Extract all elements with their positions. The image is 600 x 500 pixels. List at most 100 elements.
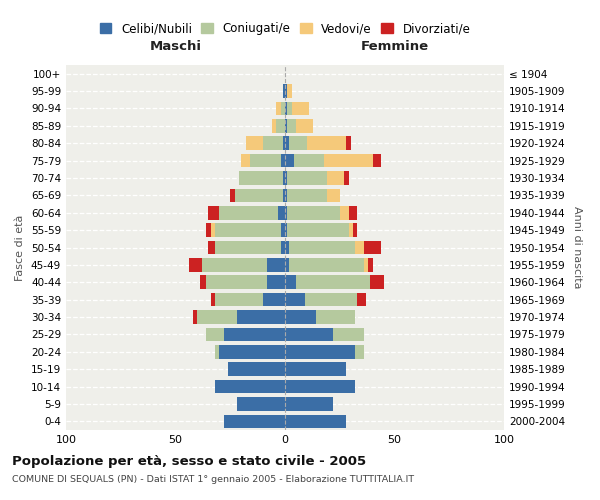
Text: Femmine: Femmine [361, 40, 428, 53]
Bar [285, 276, 296, 289]
Bar [215, 224, 281, 237]
Bar [285, 310, 316, 324]
Bar [215, 293, 263, 306]
Bar [268, 276, 285, 289]
Bar [215, 345, 220, 358]
Bar [285, 224, 287, 237]
Bar [263, 293, 285, 306]
Bar [215, 380, 285, 394]
Bar [370, 276, 383, 289]
Bar [281, 224, 285, 237]
Bar [276, 119, 285, 132]
Bar [220, 345, 285, 358]
Bar [281, 154, 285, 168]
Bar [228, 362, 285, 376]
Bar [289, 240, 355, 254]
Bar [296, 276, 370, 289]
Bar [326, 171, 344, 185]
Bar [250, 154, 281, 168]
Bar [272, 119, 276, 132]
Bar [200, 276, 206, 289]
Bar [364, 240, 382, 254]
Bar [305, 293, 357, 306]
Y-axis label: Fasce di età: Fasce di età [16, 214, 25, 280]
Bar [206, 328, 224, 341]
Bar [349, 224, 353, 237]
Bar [224, 414, 285, 428]
Bar [230, 188, 235, 202]
Bar [208, 206, 220, 220]
Bar [287, 119, 296, 132]
Bar [287, 206, 340, 220]
Bar [283, 171, 285, 185]
Bar [283, 136, 285, 150]
Bar [353, 224, 357, 237]
Legend: Celibi/Nubili, Coniugati/e, Vedovi/e, Divorziati/e: Celibi/Nubili, Coniugati/e, Vedovi/e, Di… [97, 20, 473, 38]
Bar [294, 154, 325, 168]
Bar [283, 84, 285, 98]
Bar [285, 414, 346, 428]
Bar [285, 397, 333, 410]
Bar [197, 310, 237, 324]
Bar [285, 206, 287, 220]
Bar [285, 380, 355, 394]
Bar [316, 310, 355, 324]
Bar [188, 258, 202, 272]
Bar [211, 224, 215, 237]
Bar [276, 102, 281, 115]
Bar [263, 136, 283, 150]
Bar [364, 258, 368, 272]
Bar [208, 240, 215, 254]
Bar [357, 293, 366, 306]
Bar [355, 240, 364, 254]
Bar [285, 362, 346, 376]
Bar [206, 224, 211, 237]
Bar [285, 171, 287, 185]
Bar [202, 258, 268, 272]
Bar [237, 397, 285, 410]
Bar [289, 136, 307, 150]
Bar [287, 102, 292, 115]
Bar [278, 206, 285, 220]
Bar [355, 345, 364, 358]
Bar [281, 240, 285, 254]
Text: Maschi: Maschi [149, 40, 202, 53]
Bar [211, 293, 215, 306]
Bar [344, 171, 349, 185]
Bar [296, 119, 313, 132]
Bar [220, 206, 278, 220]
Bar [285, 136, 289, 150]
Bar [307, 136, 346, 150]
Bar [285, 102, 287, 115]
Bar [283, 188, 285, 202]
Bar [289, 258, 364, 272]
Bar [235, 188, 283, 202]
Bar [285, 154, 294, 168]
Y-axis label: Anni di nascita: Anni di nascita [572, 206, 582, 289]
Bar [287, 84, 292, 98]
Bar [215, 240, 281, 254]
Bar [224, 328, 285, 341]
Bar [285, 293, 305, 306]
Bar [285, 328, 333, 341]
Bar [285, 188, 287, 202]
Bar [268, 258, 285, 272]
Bar [292, 102, 309, 115]
Bar [245, 136, 263, 150]
Text: COMUNE DI SEQUALS (PN) - Dati ISTAT 1° gennaio 2005 - Elaborazione TUTTITALIA.IT: COMUNE DI SEQUALS (PN) - Dati ISTAT 1° g… [12, 475, 414, 484]
Bar [346, 136, 350, 150]
Bar [285, 84, 287, 98]
Bar [237, 310, 285, 324]
Bar [239, 171, 283, 185]
Bar [285, 119, 287, 132]
Bar [206, 276, 268, 289]
Bar [333, 328, 364, 341]
Bar [368, 258, 373, 272]
Bar [373, 154, 382, 168]
Bar [325, 154, 373, 168]
Bar [285, 345, 355, 358]
Bar [281, 102, 285, 115]
Bar [340, 206, 349, 220]
Bar [287, 224, 349, 237]
Bar [287, 171, 326, 185]
